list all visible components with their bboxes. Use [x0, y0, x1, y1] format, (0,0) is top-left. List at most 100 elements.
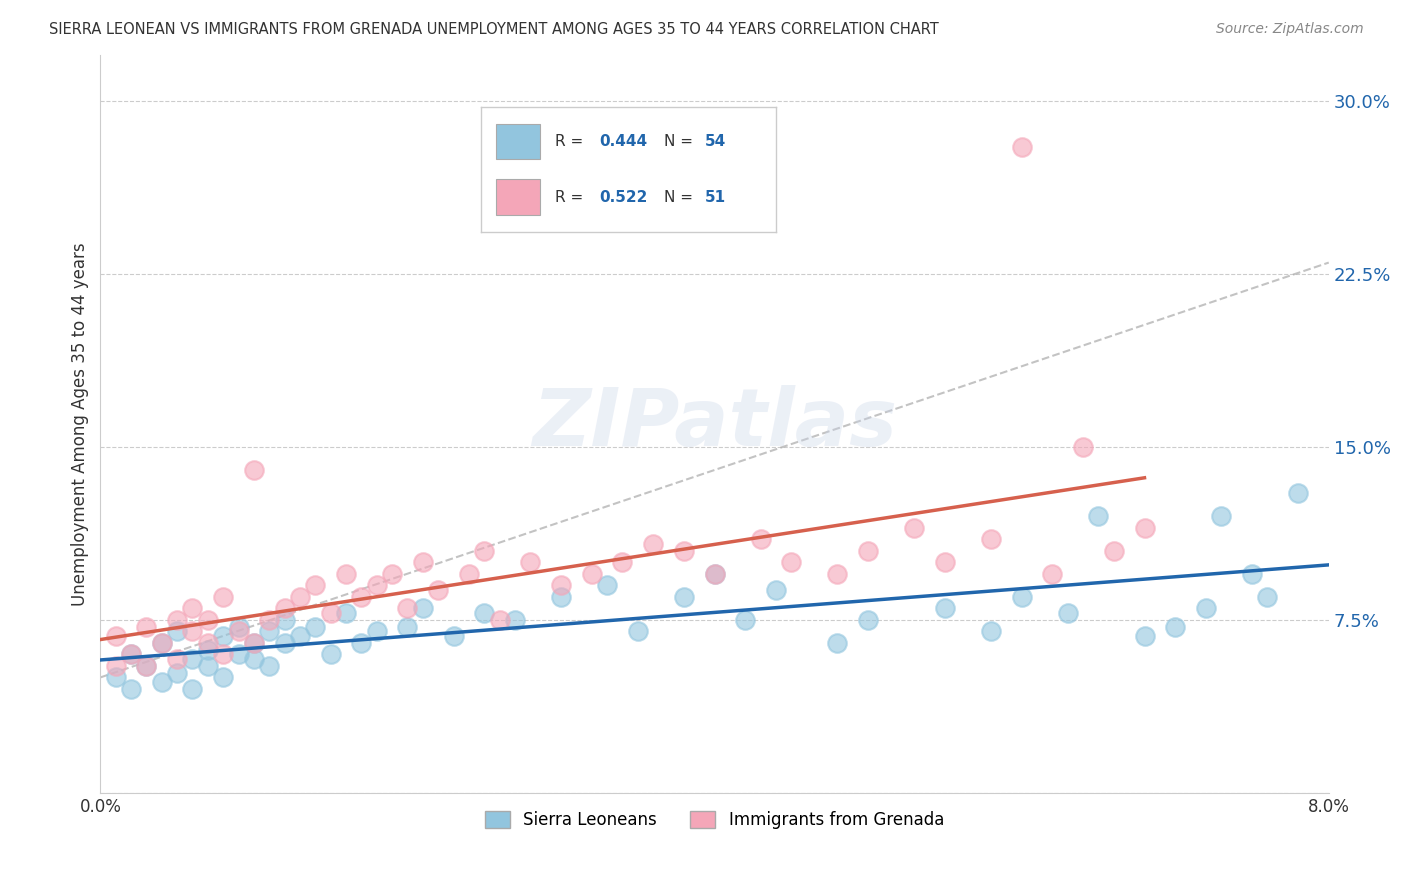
Point	[304, 620, 326, 634]
Point	[1133, 520, 1156, 534]
Point	[550, 590, 572, 604]
Point	[104, 659, 127, 673]
Point	[827, 636, 849, 650]
Point	[412, 555, 434, 569]
Point	[934, 601, 956, 615]
Point	[1133, 629, 1156, 643]
Point	[273, 636, 295, 650]
Point	[1102, 543, 1125, 558]
Point	[181, 601, 204, 615]
Point	[1087, 509, 1109, 524]
Point	[443, 629, 465, 643]
Point	[1011, 590, 1033, 604]
Point	[1240, 566, 1263, 581]
Point	[503, 613, 526, 627]
Point	[749, 532, 772, 546]
Point	[181, 681, 204, 696]
Point	[366, 624, 388, 639]
Point	[259, 624, 281, 639]
Point	[197, 659, 219, 673]
Point	[166, 613, 188, 627]
Point	[104, 629, 127, 643]
Point	[366, 578, 388, 592]
Point	[335, 566, 357, 581]
Point	[488, 613, 510, 627]
Point	[197, 642, 219, 657]
Point	[273, 613, 295, 627]
Point	[243, 463, 266, 477]
Point	[319, 606, 342, 620]
Point	[643, 537, 665, 551]
Point	[135, 659, 157, 673]
Point	[166, 665, 188, 680]
Point	[381, 566, 404, 581]
Point	[1164, 620, 1187, 634]
Text: ZIPatlas: ZIPatlas	[531, 384, 897, 463]
Y-axis label: Unemployment Among Ages 35 to 44 years: Unemployment Among Ages 35 to 44 years	[72, 242, 89, 606]
Point	[212, 670, 235, 684]
Point	[903, 520, 925, 534]
Point	[472, 606, 495, 620]
Point	[259, 613, 281, 627]
Point	[703, 566, 725, 581]
Point	[335, 606, 357, 620]
Point	[1256, 590, 1278, 604]
Point	[243, 652, 266, 666]
Point	[197, 636, 219, 650]
Point	[120, 648, 142, 662]
Point	[703, 566, 725, 581]
Point	[212, 648, 235, 662]
Point	[1056, 606, 1078, 620]
Point	[288, 590, 311, 604]
Point	[212, 590, 235, 604]
Point	[166, 624, 188, 639]
Point	[150, 636, 173, 650]
Point	[827, 566, 849, 581]
Point	[780, 555, 803, 569]
Point	[120, 681, 142, 696]
Point	[181, 624, 204, 639]
Point	[1211, 509, 1233, 524]
Point	[672, 543, 695, 558]
Point	[627, 624, 650, 639]
Point	[934, 555, 956, 569]
Point	[350, 590, 373, 604]
Point	[197, 613, 219, 627]
Point	[319, 648, 342, 662]
Point	[150, 675, 173, 690]
Point	[228, 648, 250, 662]
Point	[472, 543, 495, 558]
Point	[396, 620, 419, 634]
Point	[273, 601, 295, 615]
Point	[1040, 566, 1063, 581]
Point	[396, 601, 419, 615]
Point	[856, 613, 879, 627]
Point	[166, 652, 188, 666]
Point	[765, 582, 787, 597]
Legend: Sierra Leoneans, Immigrants from Grenada: Sierra Leoneans, Immigrants from Grenada	[478, 805, 950, 836]
Point	[243, 636, 266, 650]
Point	[120, 648, 142, 662]
Text: SIERRA LEONEAN VS IMMIGRANTS FROM GRENADA UNEMPLOYMENT AMONG AGES 35 TO 44 YEARS: SIERRA LEONEAN VS IMMIGRANTS FROM GRENAD…	[49, 22, 939, 37]
Point	[259, 659, 281, 673]
Point	[243, 636, 266, 650]
Point	[519, 555, 541, 569]
Point	[304, 578, 326, 592]
Point	[980, 532, 1002, 546]
Point	[1286, 486, 1309, 500]
Point	[1071, 440, 1094, 454]
Point	[856, 543, 879, 558]
Point	[612, 555, 634, 569]
Point	[135, 659, 157, 673]
Point	[412, 601, 434, 615]
Point	[1011, 140, 1033, 154]
Point	[228, 624, 250, 639]
Point	[596, 578, 619, 592]
Text: Source: ZipAtlas.com: Source: ZipAtlas.com	[1216, 22, 1364, 37]
Point	[581, 566, 603, 581]
Point	[550, 578, 572, 592]
Point	[734, 613, 756, 627]
Point	[104, 670, 127, 684]
Point	[135, 620, 157, 634]
Point	[980, 624, 1002, 639]
